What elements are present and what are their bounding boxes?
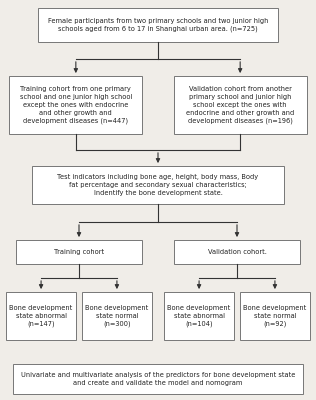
FancyBboxPatch shape bbox=[174, 240, 300, 264]
Text: Bone development
state abnormal
(n=104): Bone development state abnormal (n=104) bbox=[167, 305, 231, 327]
FancyBboxPatch shape bbox=[32, 166, 284, 204]
FancyBboxPatch shape bbox=[164, 292, 234, 340]
FancyBboxPatch shape bbox=[13, 364, 303, 394]
Text: Univariate and multivariate analysis of the predictors for bone development stat: Univariate and multivariate analysis of … bbox=[21, 372, 295, 386]
Text: Bone development
state normal
(n=92): Bone development state normal (n=92) bbox=[243, 305, 307, 327]
Text: Training cohort: Training cohort bbox=[54, 249, 104, 255]
FancyBboxPatch shape bbox=[174, 76, 307, 134]
Text: Bone development
state normal
(n=300): Bone development state normal (n=300) bbox=[85, 305, 149, 327]
FancyBboxPatch shape bbox=[16, 240, 142, 264]
FancyBboxPatch shape bbox=[6, 292, 76, 340]
Text: Training cohort from one primary
school and one junior high school
except the on: Training cohort from one primary school … bbox=[20, 86, 132, 124]
FancyBboxPatch shape bbox=[240, 292, 310, 340]
FancyBboxPatch shape bbox=[9, 76, 142, 134]
FancyBboxPatch shape bbox=[82, 292, 152, 340]
FancyBboxPatch shape bbox=[38, 8, 278, 42]
Text: Test indicators including bone age, height, body mass, Body
fat percentage and s: Test indicators including bone age, heig… bbox=[58, 174, 258, 196]
Text: Female participants from two primary schools and two junior high
schools aged fr: Female participants from two primary sch… bbox=[48, 18, 268, 32]
Text: Validation cohort.: Validation cohort. bbox=[208, 249, 266, 255]
Text: Bone development
state abnormal
(n=147): Bone development state abnormal (n=147) bbox=[9, 305, 73, 327]
Text: Validation cohort from another
primary school and junior high
school except the : Validation cohort from another primary s… bbox=[186, 86, 294, 124]
